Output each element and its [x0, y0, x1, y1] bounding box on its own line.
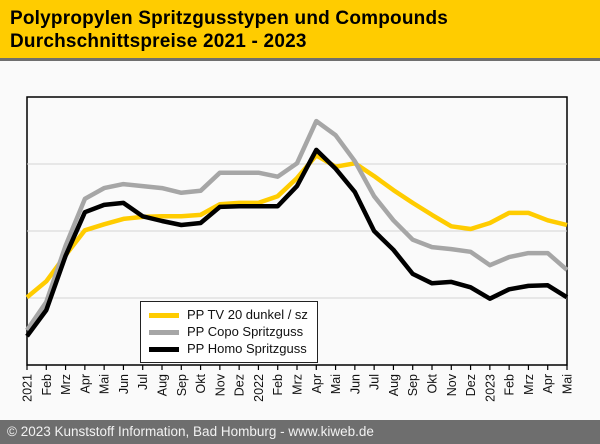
- legend-swatch-gray-line: [149, 329, 179, 335]
- x-tick-label: Feb: [271, 374, 285, 396]
- legend-item-pp-copo: PP Copo Spritzguss: [149, 324, 311, 340]
- x-tick-label: Jul: [368, 374, 382, 390]
- chart-legend: PP TV 20 dunkel / sz PP Copo Spritzguss …: [140, 301, 318, 363]
- x-tick-label: Dez: [233, 374, 247, 396]
- x-tick-label: Jun: [348, 374, 362, 394]
- legend-swatch-yellow-line: [149, 312, 179, 318]
- price-line-chart: 2021 Feb Mrz Apr Mai Jun Jul Aug Sep Okt Nov Dez 202…: [21, 96, 575, 402]
- x-tick-label: Mrz: [59, 374, 73, 395]
- footer-bar: © 2023 Kunststoff Information, Bad Hombu…: [0, 420, 600, 444]
- x-tick-label: Mai: [98, 374, 112, 394]
- x-tick-label: Apr: [310, 374, 324, 393]
- x-tick-label: Jul: [136, 374, 150, 390]
- x-tick-label: Nov: [213, 373, 227, 396]
- x-tick-label: Okt: [426, 373, 440, 393]
- x-tick-label: 2022: [252, 374, 266, 402]
- chart-title-line-1: Polypropylen Spritzgusstypen und Compoun…: [10, 8, 449, 29]
- chart-title-line-2: Durchschnittspreise 2021 - 2023: [10, 31, 307, 52]
- x-tick-label: Feb: [503, 374, 517, 396]
- legend-item-pp-homo: PP Homo Spritzguss: [149, 341, 311, 357]
- x-tick-label: Mai: [329, 374, 343, 394]
- x-tick-label: Sep: [406, 374, 420, 396]
- x-tick-label: Feb: [40, 374, 54, 396]
- x-tick-label: 2023: [483, 374, 497, 402]
- x-tick-label: Mai: [561, 374, 575, 394]
- x-tick-label: Apr: [541, 374, 555, 393]
- x-tick-label: Mrz: [291, 374, 305, 395]
- x-tick-label: Nov: [445, 373, 459, 396]
- x-tick-label: 2021: [21, 374, 35, 402]
- series-line-pp-tv-20-dunkel-sz: [25, 153, 568, 300]
- series-line-pp-copo-spritzguss: [25, 118, 569, 332]
- x-tick-label: Jun: [117, 374, 131, 394]
- series-line-pp-homo-spritzguss: [25, 147, 569, 338]
- legend-label-pp-tv-20: PP TV 20 dunkel / sz: [187, 307, 308, 322]
- x-tick-label: Aug: [156, 374, 170, 396]
- x-tick-label: Aug: [387, 374, 401, 396]
- x-tick-label: Okt: [194, 373, 208, 393]
- legend-item-pp-tv-20: PP TV 20 dunkel / sz: [149, 307, 311, 323]
- title-bar: Polypropylen Spritzgusstypen und Compoun…: [0, 0, 600, 58]
- legend-swatch-black-line: [149, 346, 179, 352]
- title-divider: [0, 58, 600, 61]
- legend-label-pp-copo: PP Copo Spritzguss: [187, 324, 304, 339]
- x-tick-label: Dez: [464, 374, 478, 396]
- x-tick-label: Apr: [78, 374, 92, 393]
- copyright-text: © 2023 Kunststoff Information, Bad Hombu…: [7, 424, 374, 439]
- legend-label-pp-homo: PP Homo Spritzguss: [187, 341, 307, 356]
- chart-area: 2021 Feb Mrz Apr Mai Jun Jul Aug Sep Okt Nov Dez 202…: [0, 61, 600, 420]
- x-tick-label: Mrz: [522, 374, 536, 395]
- x-tick-label: Sep: [175, 374, 189, 396]
